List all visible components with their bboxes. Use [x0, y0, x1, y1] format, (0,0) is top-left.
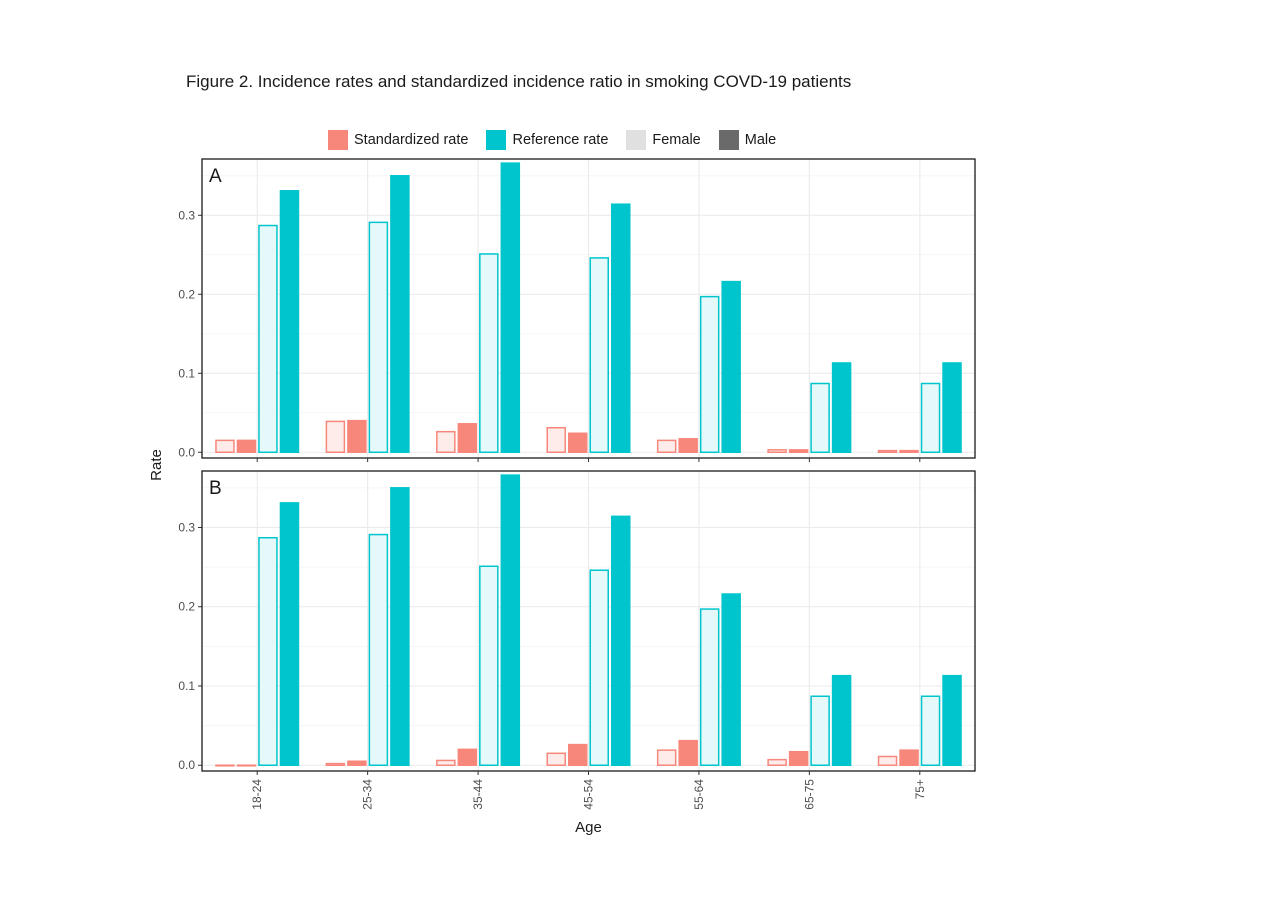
y-tick-label: 0.0 — [178, 445, 195, 459]
bar — [831, 362, 852, 454]
bar — [589, 569, 609, 766]
y-tick-label: 0.3 — [178, 208, 195, 222]
bar — [877, 755, 898, 766]
bar — [368, 221, 389, 454]
bar — [899, 749, 919, 766]
bar — [721, 280, 741, 454]
bar — [831, 674, 852, 766]
figure-title: Figure 2. Incidence rates and standardiz… — [186, 72, 852, 91]
legend-label-reference-rate: Reference rate — [512, 132, 609, 148]
y-tick-label: 0.3 — [178, 520, 195, 534]
bar — [767, 449, 787, 454]
bar — [788, 449, 809, 454]
bar — [258, 536, 278, 766]
bar — [788, 750, 809, 766]
bar — [942, 674, 962, 766]
bar — [390, 487, 410, 766]
bar — [699, 608, 720, 766]
x-tick-label: 35-44 — [471, 779, 485, 810]
bar — [656, 749, 677, 766]
legend-swatch-reference-rate — [486, 130, 507, 150]
bar — [479, 565, 499, 766]
bar — [611, 203, 631, 454]
bar — [325, 762, 346, 766]
bar — [436, 430, 456, 454]
bar — [258, 224, 278, 454]
bar — [215, 439, 235, 454]
bar — [767, 758, 787, 766]
bar — [347, 419, 367, 454]
legend-swatch-female — [626, 130, 647, 150]
bar — [436, 759, 456, 766]
y-tick-label: 0.0 — [178, 758, 195, 772]
bar — [568, 432, 588, 454]
x-tick-label: 65-75 — [802, 779, 816, 810]
bar — [390, 175, 410, 454]
bar — [500, 162, 521, 454]
legend-swatch-male — [718, 130, 739, 150]
legend: Standardized rate Reference rate Female … — [328, 129, 776, 151]
bar — [721, 593, 741, 766]
legend-item-male: Male — [718, 130, 777, 150]
bar — [500, 474, 521, 766]
x-tick-label: 18-24 — [250, 779, 264, 810]
legend-label-standardized-rate: Standardized rate — [354, 132, 469, 148]
bar — [920, 382, 941, 454]
panel-a: 0.0 0.1 0.2 0.3 A — [178, 158, 976, 459]
bar — [810, 695, 830, 766]
y-tick-label: 0.2 — [178, 600, 195, 614]
bar — [920, 695, 941, 766]
bar — [611, 515, 631, 766]
bar — [899, 449, 919, 454]
bar — [546, 426, 566, 454]
bar — [236, 439, 257, 454]
bar — [479, 253, 499, 454]
legend-item-standardized-rate: Standardized rate — [328, 130, 468, 150]
x-tick-label: 25-34 — [361, 779, 375, 810]
y-tick-label: 0.1 — [178, 679, 195, 693]
x-tick-label: 55-64 — [692, 779, 706, 810]
bar — [699, 295, 720, 454]
bar — [236, 764, 257, 767]
bar — [457, 423, 478, 454]
panel-b: 0.0 0.1 0.2 0.3 B — [178, 470, 976, 772]
bar — [810, 382, 830, 454]
x-tick-label: 45-54 — [582, 779, 596, 810]
panel-label: A — [209, 166, 222, 187]
legend-label-male: Male — [744, 132, 777, 148]
x-axis-title: Age — [575, 819, 602, 836]
bar — [457, 748, 478, 766]
bar — [678, 739, 698, 766]
y-tick-label: 0.1 — [178, 366, 195, 380]
legend-swatch-standardized-rate — [328, 130, 348, 150]
legend-item-female: Female — [626, 130, 701, 150]
panel-label: B — [209, 478, 222, 499]
bar — [568, 743, 588, 766]
bar — [368, 533, 389, 766]
bar — [656, 439, 677, 454]
bar — [942, 362, 962, 454]
legend-item-reference-rate: Reference rate — [486, 130, 608, 150]
bar — [589, 257, 609, 454]
bar — [279, 190, 300, 454]
bar — [347, 760, 367, 766]
y-tick-label: 0.2 — [178, 287, 195, 301]
bar — [678, 438, 698, 454]
bar — [215, 764, 235, 767]
bar — [877, 449, 898, 454]
legend-label-female: Female — [652, 132, 701, 148]
bar — [325, 420, 346, 454]
bar — [279, 502, 300, 766]
bar — [546, 752, 566, 766]
y-axis-title: Rate — [148, 449, 165, 481]
x-tick-label: 75+ — [913, 779, 927, 799]
